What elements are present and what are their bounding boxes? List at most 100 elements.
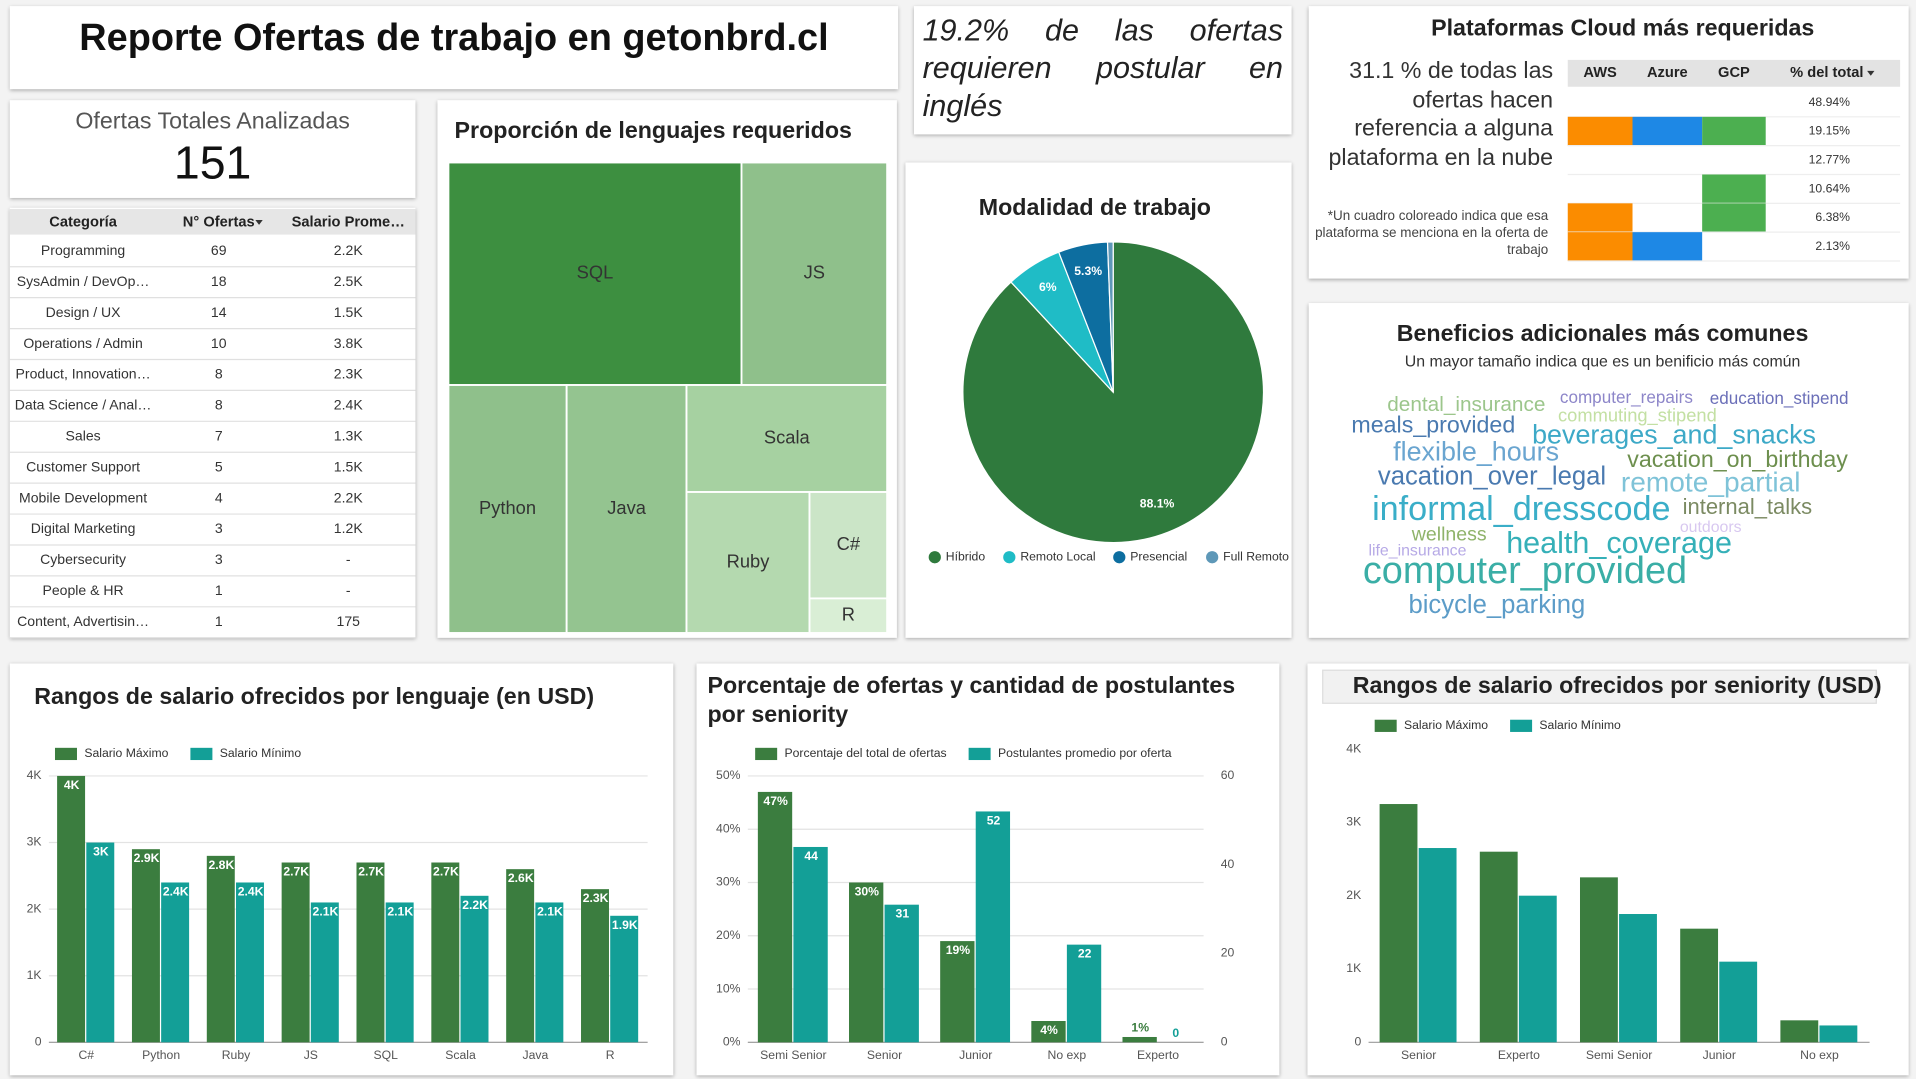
cloud-word: outdoors xyxy=(1680,519,1742,536)
kpi-label: Ofertas Totales Analizadas xyxy=(75,108,350,135)
bar xyxy=(356,862,385,1043)
y2-tick-label: 60 xyxy=(1221,768,1235,782)
data-label: 2.7K xyxy=(433,865,459,879)
cloud-word: remote_partial xyxy=(1621,466,1801,497)
legend-swatch xyxy=(190,747,213,761)
table-cell: - xyxy=(346,582,351,598)
table-header-bg xyxy=(1567,59,1901,87)
y-tick-label: 1K xyxy=(27,968,42,982)
table-cell: - xyxy=(346,551,351,567)
platform-cell xyxy=(1567,116,1633,146)
table-cell: 2.2K xyxy=(334,489,364,505)
table-cell: Mobile Development xyxy=(19,489,147,505)
table-cell: 2.2K xyxy=(334,242,364,258)
data-label: 22 xyxy=(1078,947,1092,961)
legend-label: Salario Máximo xyxy=(1404,718,1488,732)
title-band xyxy=(1322,669,1877,704)
page-title: Reporte Ofertas de trabajo en getonbrd.c… xyxy=(79,15,829,59)
x-tick-label: SQL xyxy=(373,1048,398,1062)
treemap-cell xyxy=(565,384,688,634)
legend-swatch xyxy=(755,747,778,761)
y-tick-label: 50% xyxy=(716,768,741,782)
data-label: 2.9K xyxy=(134,851,160,865)
legend-swatch xyxy=(1206,551,1219,564)
data-label: 2.4K xyxy=(163,884,189,898)
data-label: 1.9K xyxy=(612,918,638,932)
bar xyxy=(1780,1020,1819,1043)
table-cell: 1 xyxy=(215,613,223,629)
treemap-label: JS xyxy=(804,262,825,283)
table-cell: Sales xyxy=(66,428,101,444)
data-label: 2.7K xyxy=(358,865,384,879)
pie-label: 5.3% xyxy=(1074,264,1102,278)
legend-swatch xyxy=(1003,551,1016,564)
chart-title: Rangos de salario ofrecidos por seniorit… xyxy=(1352,673,1882,699)
data-label: 2.6K xyxy=(508,871,534,885)
y-tick-label: 30% xyxy=(716,875,741,889)
legend-label: Postulantes promedio por oferta xyxy=(998,746,1172,760)
table-cell: 1.3K xyxy=(334,428,364,444)
treemap-label: Python xyxy=(479,497,536,518)
bar xyxy=(940,941,975,1043)
pie-slice xyxy=(1106,241,1114,393)
table-header-bg xyxy=(9,208,416,235)
y-tick-label: 40% xyxy=(716,821,741,835)
cloud-word: flexible_hours xyxy=(1393,436,1559,466)
y-tick-label: 10% xyxy=(716,981,741,995)
cloud-word: vacation_on_birthday xyxy=(1627,446,1848,472)
english-text: 19.2% de las ofertas requieren postular … xyxy=(922,13,1284,124)
table-cell: 5 xyxy=(215,458,223,474)
treemap-cell xyxy=(685,384,889,493)
bar xyxy=(161,882,190,1043)
cloud-word: vacation_over_legal xyxy=(1378,463,1606,491)
kpi-panel xyxy=(9,100,416,198)
legend-swatch xyxy=(1510,719,1533,732)
platform-cell xyxy=(1567,203,1633,233)
table-cell: 14 xyxy=(211,304,227,320)
table-cell: 1.2K xyxy=(334,520,364,536)
cloud-word: life_insurance xyxy=(1368,542,1466,559)
platform-cell xyxy=(1702,203,1766,233)
bar xyxy=(1619,914,1657,1043)
bar xyxy=(535,902,564,1043)
data-label: 31 xyxy=(896,907,910,921)
table-cell: 7 xyxy=(215,428,223,444)
platform-cell xyxy=(1702,174,1766,204)
y-tick-label: 20% xyxy=(716,928,741,942)
table-cell: 175 xyxy=(337,613,361,629)
table-header: AWS xyxy=(1583,65,1617,81)
bar xyxy=(757,791,793,1043)
data-label: 47% xyxy=(763,794,788,808)
cloud-word: beverages_and_snacks xyxy=(1532,419,1816,449)
table-cell: Operations / Admin xyxy=(23,335,142,351)
table-header: % del total xyxy=(1790,65,1863,81)
data-label: 30% xyxy=(855,884,880,898)
bar xyxy=(235,882,264,1043)
table-cell: 1 xyxy=(215,582,223,598)
legend-label: Salario Mínimo xyxy=(220,746,302,760)
cloud-title: Plataformas Cloud más requeridas xyxy=(1431,15,1815,42)
bar xyxy=(1719,961,1758,1043)
x-tick-label: Python xyxy=(142,1048,180,1062)
x-tick-label: JS xyxy=(304,1048,318,1062)
x-tick-label: Junior xyxy=(1703,1048,1736,1062)
data-label: 2.1K xyxy=(387,904,413,918)
bar xyxy=(57,775,86,1043)
bar xyxy=(1066,944,1102,1043)
bar xyxy=(1680,928,1719,1043)
table-header: Azure xyxy=(1647,65,1688,81)
x-tick-label: C# xyxy=(78,1048,94,1062)
cloud-word: informal_dresscode xyxy=(1372,490,1670,528)
data-label: 2.8K xyxy=(209,858,235,872)
table-cell: 10.64% xyxy=(1809,181,1851,195)
pie-slice xyxy=(962,241,1265,544)
treemap-cell xyxy=(808,597,889,634)
data-label: 2.1K xyxy=(537,904,563,918)
y-tick-label: 2K xyxy=(1346,888,1361,902)
table-cell: 2.13% xyxy=(1815,239,1850,253)
pie-label: 88.1% xyxy=(1140,496,1175,510)
y-tick-label: 4K xyxy=(27,768,42,782)
platform-cell xyxy=(1567,232,1633,262)
bar xyxy=(1379,804,1418,1043)
